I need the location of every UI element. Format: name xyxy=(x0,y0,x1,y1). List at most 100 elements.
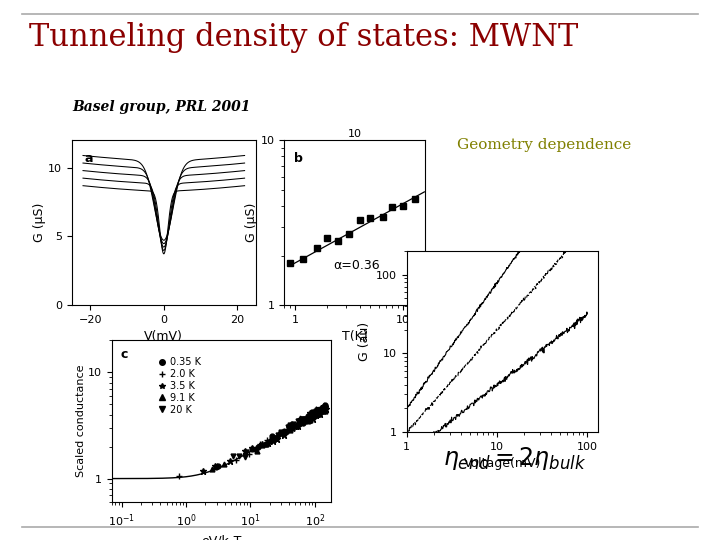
0.35 K xyxy=(318,407,327,413)
X-axis label: T(K): T(K) xyxy=(342,330,367,343)
20 K xyxy=(311,409,320,416)
0.35 K xyxy=(248,446,256,453)
20 K xyxy=(242,449,251,455)
20 K xyxy=(288,424,297,430)
20 K xyxy=(235,453,244,460)
Y-axis label: G (au): G (au) xyxy=(358,322,371,361)
3.5 K xyxy=(280,432,289,438)
9.1 K xyxy=(298,418,307,424)
20 K xyxy=(312,410,320,416)
2.0 K xyxy=(213,463,222,470)
20 K xyxy=(307,411,315,418)
3.5 K xyxy=(313,407,322,413)
9.1 K xyxy=(286,427,294,433)
2.0 K xyxy=(265,437,274,443)
20 K xyxy=(265,439,274,446)
0.35 K xyxy=(317,407,325,414)
9.1 K xyxy=(303,415,312,422)
20 K xyxy=(251,447,259,453)
20 K xyxy=(229,453,238,459)
0.35 K xyxy=(321,401,330,408)
2.0 K xyxy=(232,457,240,463)
Line: 3.5 K: 3.5 K xyxy=(199,403,330,475)
9.1 K xyxy=(268,436,276,442)
2.0 K xyxy=(280,428,289,434)
20 K xyxy=(312,408,320,415)
3.5 K xyxy=(271,435,279,441)
2.0 K xyxy=(263,436,271,443)
3.5 K xyxy=(269,438,277,444)
3.5 K xyxy=(300,416,308,423)
0.35 K xyxy=(306,413,315,420)
0.35 K xyxy=(315,407,324,413)
2.0 K xyxy=(262,440,271,446)
2.0 K xyxy=(297,416,306,423)
9.1 K xyxy=(278,429,287,436)
2.0 K xyxy=(312,410,321,416)
0.35 K xyxy=(304,416,312,422)
3.5 K xyxy=(312,408,320,415)
20 K xyxy=(315,409,324,416)
3.5 K xyxy=(258,441,266,447)
3.5 K xyxy=(264,440,272,446)
X-axis label: eV/kₐT: eV/kₐT xyxy=(201,534,242,540)
Line: 20 K: 20 K xyxy=(230,407,328,459)
9.1 K xyxy=(303,414,312,420)
9.1 K xyxy=(305,416,314,423)
20 K xyxy=(287,423,295,429)
2.0 K xyxy=(283,426,292,432)
0.35 K xyxy=(310,413,318,419)
9.1 K xyxy=(306,413,315,420)
2.0 K xyxy=(311,411,320,418)
9.1 K xyxy=(314,411,323,417)
9.1 K xyxy=(296,415,305,421)
9.1 K xyxy=(320,402,329,408)
20 K xyxy=(298,420,307,427)
3.5 K xyxy=(306,410,315,416)
2.0 K xyxy=(307,409,315,416)
9.1 K xyxy=(320,403,328,410)
3.5 K xyxy=(320,404,328,410)
9.1 K xyxy=(319,407,328,414)
2.0 K xyxy=(304,416,312,423)
2.0 K xyxy=(290,425,299,431)
3.5 K xyxy=(308,416,317,422)
0.35 K xyxy=(213,462,222,469)
2.0 K xyxy=(284,426,293,432)
0.35 K xyxy=(320,404,329,411)
9.1 K xyxy=(279,428,287,434)
0.35 K xyxy=(299,420,307,426)
20 K xyxy=(276,429,285,435)
9.1 K xyxy=(307,412,315,418)
Y-axis label: G (μS): G (μS) xyxy=(32,203,45,242)
Text: b: b xyxy=(294,152,303,165)
Line: 2.0 K: 2.0 K xyxy=(176,402,328,480)
3.5 K xyxy=(320,404,328,411)
3.5 K xyxy=(273,436,282,442)
9.1 K xyxy=(207,466,216,472)
9.1 K xyxy=(293,421,302,427)
0.35 K xyxy=(315,409,323,415)
3.5 K xyxy=(276,430,285,437)
2.0 K xyxy=(287,423,296,430)
9.1 K xyxy=(300,418,309,424)
3.5 K xyxy=(304,415,312,422)
2.0 K xyxy=(245,451,253,457)
20 K xyxy=(320,407,329,414)
2.0 K xyxy=(306,409,315,416)
2.0 K xyxy=(307,410,315,416)
20 K xyxy=(307,413,315,419)
0.35 K xyxy=(305,413,314,420)
0.35 K xyxy=(211,463,220,470)
20 K xyxy=(315,408,324,415)
2.0 K xyxy=(312,406,320,413)
2.0 K xyxy=(310,409,319,415)
9.1 K xyxy=(307,412,315,418)
9.1 K xyxy=(294,419,303,426)
Text: $\eta_{end} = 2\eta_{bulk}$: $\eta_{end} = 2\eta_{bulk}$ xyxy=(443,446,586,472)
20 K xyxy=(294,418,302,424)
20 K xyxy=(284,426,293,433)
20 K xyxy=(284,424,293,430)
3.5 K xyxy=(271,435,280,441)
9.1 K xyxy=(262,441,271,447)
